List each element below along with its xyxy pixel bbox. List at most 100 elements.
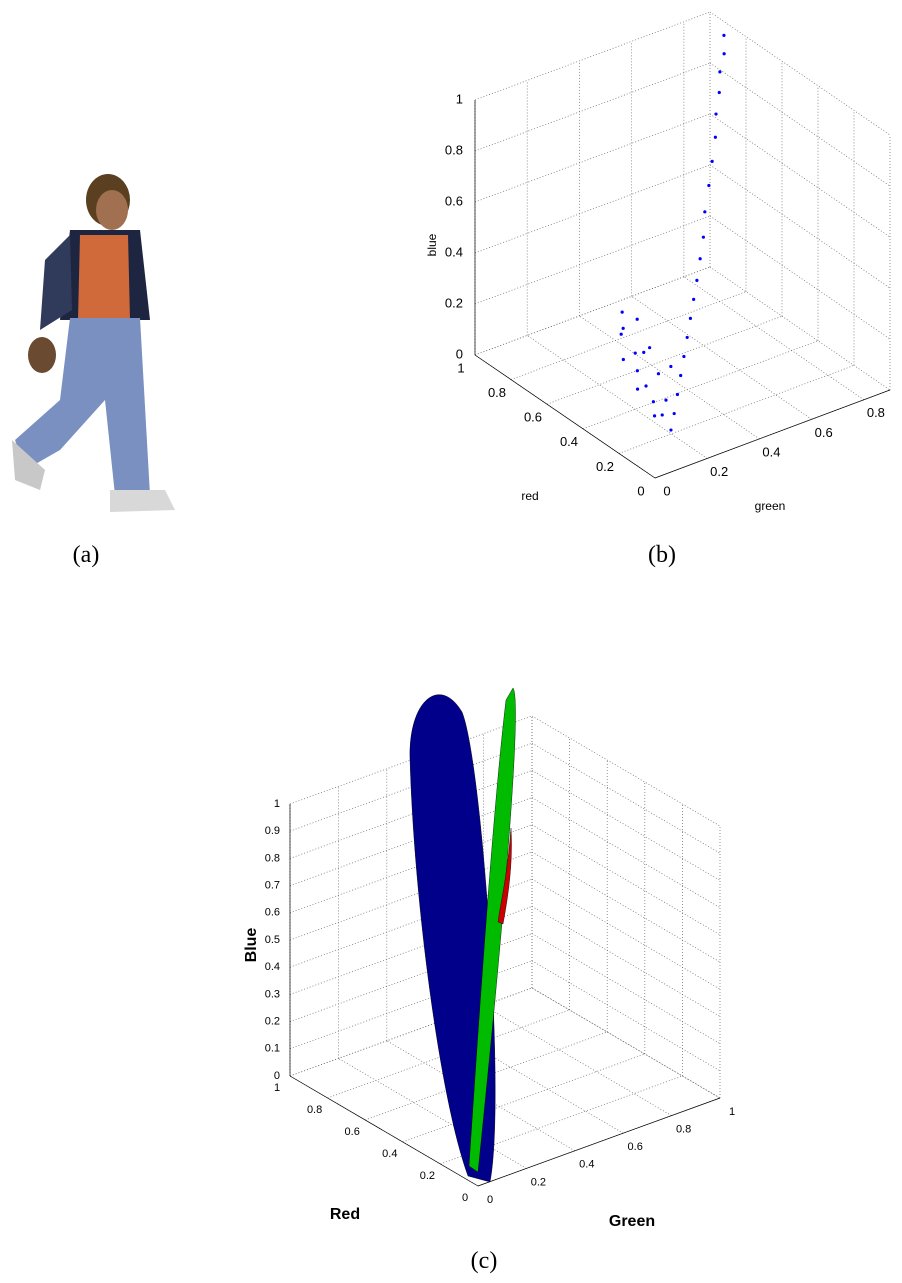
grid-line: [709, 266, 891, 391]
z-tick-label: 1: [456, 91, 463, 106]
y-tick-label: 0.4: [762, 444, 780, 459]
grid-line: [582, 340, 819, 430]
grid-line: [709, 164, 891, 289]
grid-line: [618, 365, 855, 454]
point: [672, 411, 676, 416]
y-tick-label: 0: [663, 483, 670, 498]
x-tick-label: 0: [637, 483, 644, 498]
grid-line: [709, 11, 891, 136]
point: [644, 384, 648, 388]
z-tick-label: 0.7: [265, 880, 280, 892]
grid-line: [510, 291, 747, 380]
point: [698, 257, 702, 261]
point: [633, 351, 637, 355]
x-axis-label: red: [521, 489, 538, 503]
z-tick-label: 0.9: [265, 825, 280, 837]
z-tick-label: 0.3: [265, 988, 280, 1000]
x-tick-label: 0.8: [307, 1104, 322, 1116]
x-tick-label: 0.2: [420, 1170, 435, 1182]
grid-line: [531, 960, 721, 1072]
grid-line: [709, 113, 891, 238]
y-tick-label: 0.4: [579, 1159, 594, 1171]
z-tick-label: 0.2: [265, 1016, 280, 1028]
point: [635, 369, 639, 373]
grid-line: [435, 1022, 624, 1134]
y-tick-label: 0.2: [531, 1176, 546, 1188]
x-tick-label: 0.4: [560, 434, 578, 449]
grid-line: [289, 906, 533, 995]
point: [635, 387, 640, 391]
point: [675, 392, 680, 397]
grid-line: [531, 906, 721, 1017]
grid-line: [365, 1031, 608, 1121]
grid-line: [402, 1053, 645, 1143]
caption: (b): [648, 542, 676, 568]
grid-line: [709, 215, 891, 340]
point: [620, 310, 624, 314]
point: [714, 112, 718, 116]
y-axis-label: Green: [609, 1213, 655, 1230]
grid-line: [289, 770, 533, 859]
grid-line: [474, 11, 711, 101]
grid-line: [474, 113, 711, 203]
point: [619, 332, 623, 336]
grid-line: [327, 1009, 570, 1099]
grid-line: [289, 851, 533, 941]
grid-line: [338, 1058, 527, 1169]
point: [707, 183, 711, 188]
axis-line: [654, 389, 891, 479]
x-tick-label: 0.6: [345, 1126, 360, 1138]
grid-line: [531, 770, 721, 881]
axis-line: [474, 354, 656, 479]
surface-3d: 00.20.40.60.8100.20.40.60.8100.10.20.30.…: [243, 687, 735, 1230]
grid-line: [289, 824, 533, 914]
x-tick-label: 1: [274, 1082, 280, 1094]
caption: (a): [73, 542, 100, 568]
grid-line: [531, 742, 721, 854]
point: [701, 235, 705, 239]
grid-line: [289, 987, 533, 1077]
grid-line: [531, 797, 721, 908]
y-tick-label: 0.6: [628, 1141, 643, 1153]
y-tick-label: 1: [729, 1106, 735, 1118]
grid-line: [531, 851, 721, 963]
point: [642, 350, 646, 354]
point: [703, 210, 707, 214]
grid-line: [289, 960, 533, 1050]
z-axis-label: Blue: [243, 928, 260, 963]
grid-line: [474, 215, 711, 305]
y-tick-label: 0.8: [867, 405, 885, 420]
grid-line: [546, 315, 783, 405]
point: [679, 373, 683, 378]
ellipsoid-surface: [409, 694, 496, 1183]
photo-person: [12, 174, 175, 512]
ellipsoid-surface: [497, 827, 512, 925]
grid-line: [474, 266, 711, 356]
x-tick-label: 0.6: [524, 410, 542, 425]
grid-line: [683, 276, 865, 401]
ellipsoid-surface: [468, 687, 516, 1173]
point: [648, 346, 652, 350]
grid-line: [289, 987, 533, 1077]
point: [695, 278, 699, 282]
point: [621, 357, 625, 362]
x-tick-label: 0: [462, 1192, 468, 1204]
x-tick-label: 0.8: [488, 385, 506, 400]
point: [717, 90, 721, 95]
point: [722, 52, 726, 56]
grid-line: [709, 62, 891, 187]
grid-line: [289, 797, 533, 886]
y-tick-label: 0.6: [815, 425, 833, 440]
z-tick-label: 0.6: [445, 193, 463, 208]
point: [656, 372, 661, 376]
x-tick-label: 0.2: [596, 459, 614, 474]
point: [713, 135, 717, 139]
grid-line: [483, 1005, 672, 1116]
z-tick-label: 0.8: [265, 852, 280, 864]
z-tick-label: 0.6: [265, 907, 280, 919]
point: [710, 159, 714, 163]
grid-line: [579, 315, 760, 440]
grid-line: [531, 987, 721, 1099]
point: [718, 70, 722, 74]
